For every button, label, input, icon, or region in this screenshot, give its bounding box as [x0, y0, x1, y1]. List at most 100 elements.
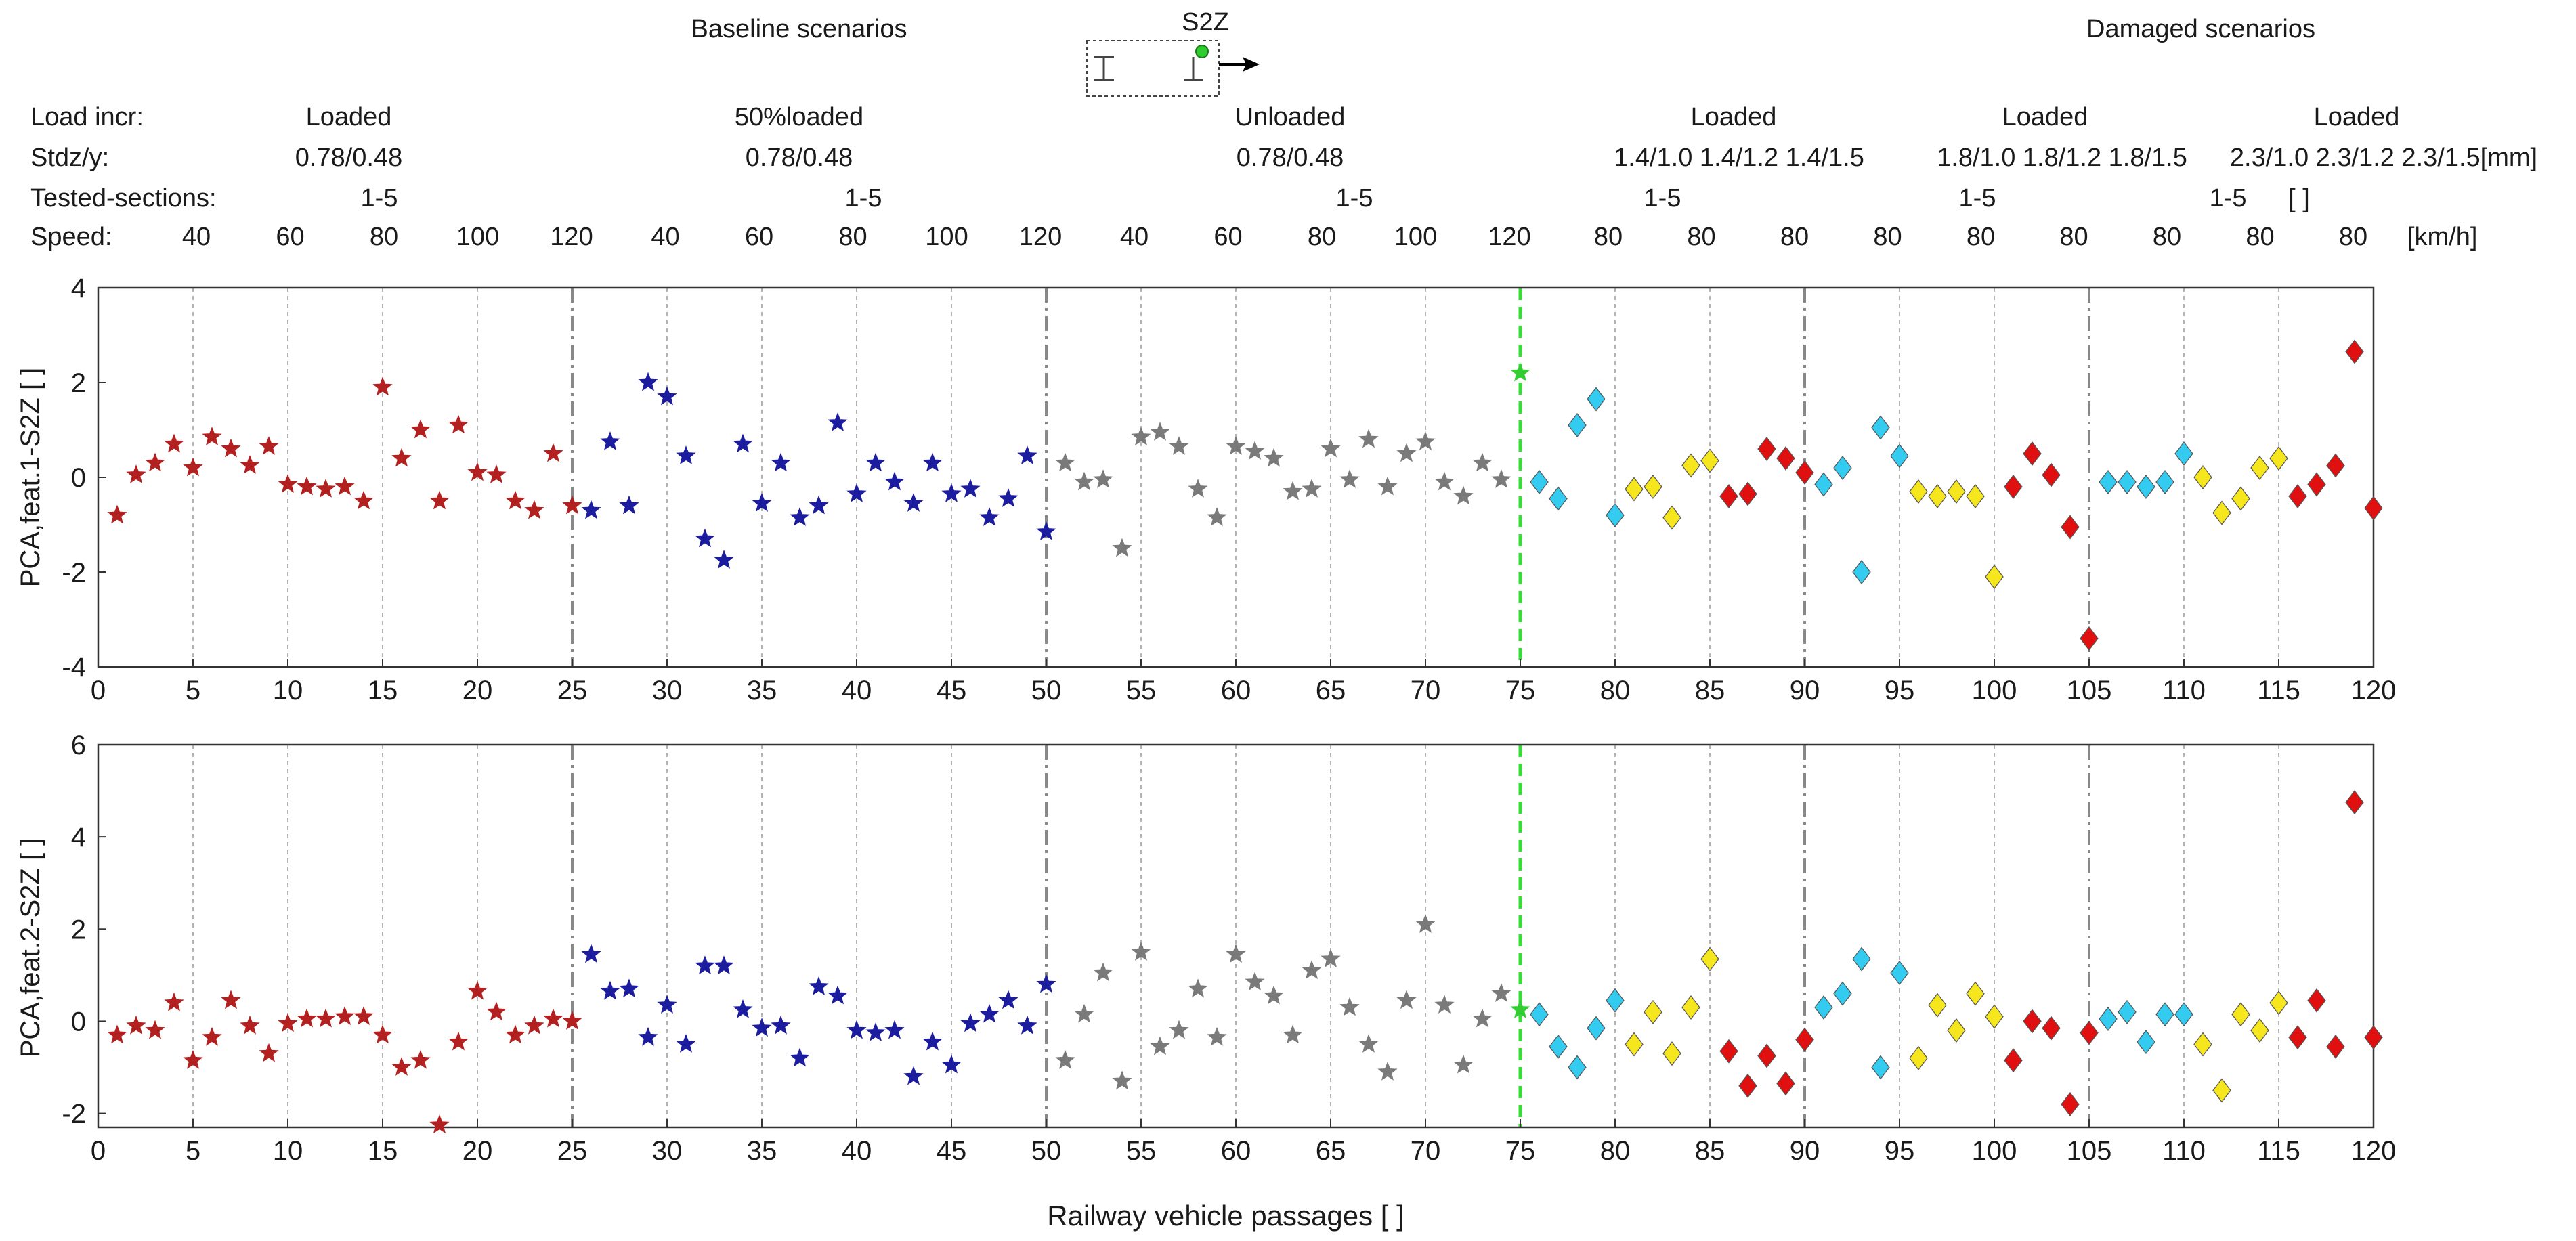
sections-value-2: 1-5: [1336, 184, 1373, 213]
data-point-star: [448, 1031, 469, 1051]
data-point-diamond: [1757, 437, 1776, 461]
data-point-star: [353, 1006, 374, 1026]
data-point-diamond: [1606, 988, 1625, 1013]
load-value-5: Loaded: [2314, 103, 2400, 131]
speed-value-5: 40: [651, 223, 679, 251]
x-tick-label: 30: [652, 1136, 683, 1166]
data-point-star: [1302, 960, 1322, 980]
x-tick-label: 25: [557, 1136, 588, 1166]
data-point-diamond: [2288, 484, 2307, 508]
data-point-star: [1036, 974, 1056, 993]
sections-row-label: Tested-sections:: [30, 184, 217, 213]
data-point-star: [1321, 438, 1341, 458]
data-point-star: [410, 419, 431, 439]
data-point-star: [903, 493, 924, 512]
x-tick-label: 5: [186, 676, 200, 705]
data-point-diamond: [1719, 484, 1738, 508]
data-point-diamond: [1833, 456, 1852, 480]
data-point-star: [240, 1015, 260, 1035]
data-point-star: [183, 1049, 203, 1069]
data-point-star: [316, 1008, 336, 1028]
data-point-star: [1415, 431, 1436, 450]
data-point-star: [733, 433, 753, 453]
y-tick-label: 4: [71, 823, 86, 852]
data-point-diamond: [1890, 960, 1909, 985]
speed-unit: [km/h]: [2407, 223, 2477, 251]
x-tick-label: 20: [463, 676, 493, 705]
data-point-diamond: [2023, 1009, 2042, 1034]
data-point-diamond: [1909, 1045, 1928, 1070]
x-tick-label: 95: [1885, 1136, 1915, 1166]
data-point-diamond: [1530, 1002, 1549, 1027]
x-tick-label: 50: [1031, 676, 1062, 705]
series-baseline-unloaded: [1055, 422, 1511, 557]
data-point-star: [1434, 995, 1455, 1014]
x-tick-label: 70: [1411, 676, 1441, 705]
series-damage-onset: [1510, 362, 1530, 382]
data-point-diamond: [2004, 1048, 2023, 1073]
data-point-star: [126, 1015, 146, 1035]
x-tick-label: 15: [368, 676, 398, 705]
x-tick-label: 40: [842, 676, 872, 705]
series-damaged-a: [1530, 946, 2193, 1080]
y-tick-label: 4: [71, 274, 86, 303]
speed-value-12: 80: [1308, 223, 1336, 251]
data-point-diamond: [1530, 470, 1549, 494]
series-baseline-loaded: [107, 376, 582, 524]
data-point-diamond: [1852, 560, 1871, 584]
x-tick-label: 100: [1972, 676, 2017, 705]
data-point-star: [1150, 422, 1170, 441]
data-point-star: [562, 495, 582, 515]
speed-value-1: 60: [276, 223, 304, 251]
data-point-star: [278, 474, 298, 493]
data-point-star: [657, 386, 677, 406]
data-point-star: [1415, 914, 1436, 933]
data-point-star: [429, 1114, 450, 1134]
data-point-star: [1055, 452, 1075, 472]
series-baseline-50-loaded: [581, 372, 1056, 569]
data-point-star: [809, 495, 829, 515]
data-point-star: [941, 1054, 962, 1074]
load-value-1: 50%loaded: [735, 103, 863, 131]
y-tick-label: 0: [71, 1007, 86, 1037]
data-point-diamond: [1625, 1032, 1644, 1057]
x-tick-label: 30: [652, 676, 683, 705]
data-point-diamond: [1966, 484, 1985, 508]
data-point-diamond: [1549, 1034, 1568, 1059]
sections-value-4: 1-5: [1959, 184, 1996, 213]
speed-row-label: Speed:: [30, 223, 112, 251]
data-point-diamond: [1568, 1055, 1587, 1080]
chart-panel-feat1: 0 5 10 15 20 25 30 35 40 45 50 55 60 65 70 75 80 85 90 95 10…: [62, 274, 2396, 705]
x-tick-label: 85: [1695, 676, 1725, 705]
data-point-star: [1188, 479, 1208, 498]
data-point-star: [865, 452, 886, 472]
data-point-star: [1112, 538, 1132, 557]
sections-value-3: 1-5: [1644, 184, 1681, 213]
series-baseline-loaded: [107, 980, 582, 1134]
speed-value-16: 80: [1687, 223, 1715, 251]
x-tick-label: 5: [186, 1136, 200, 1166]
data-point-star: [922, 1031, 943, 1051]
x-tick-label: 60: [1221, 1136, 1251, 1166]
data-point-diamond: [2099, 470, 2118, 494]
data-point-diamond: [2023, 441, 2042, 466]
x-tick-label: 80: [1600, 1136, 1631, 1166]
stdz-value-4: 1.8/1.0 1.8/1.2 1.8/1.5: [1937, 144, 2187, 172]
speed-value-20: 80: [2059, 223, 2088, 251]
data-point-diamond: [1606, 503, 1625, 527]
data-point-star: [202, 1026, 222, 1046]
data-point-star: [202, 427, 222, 445]
data-point-star: [1264, 985, 1284, 1005]
data-point-star: [145, 452, 165, 472]
data-point-diamond: [2155, 470, 2174, 494]
x-tick-label: 50: [1031, 1136, 1062, 1166]
x-tick-label: 0: [91, 1136, 106, 1166]
x-tick-label: 115: [2257, 676, 2300, 705]
data-point-star: [752, 1018, 772, 1037]
y-tick-label: 0: [71, 463, 86, 493]
data-point-star: [1131, 941, 1151, 961]
data-point-diamond: [2212, 1078, 2231, 1103]
data-point-star: [467, 980, 488, 1000]
speed-value-8: 100: [925, 223, 968, 251]
data-point-star: [828, 985, 848, 1005]
